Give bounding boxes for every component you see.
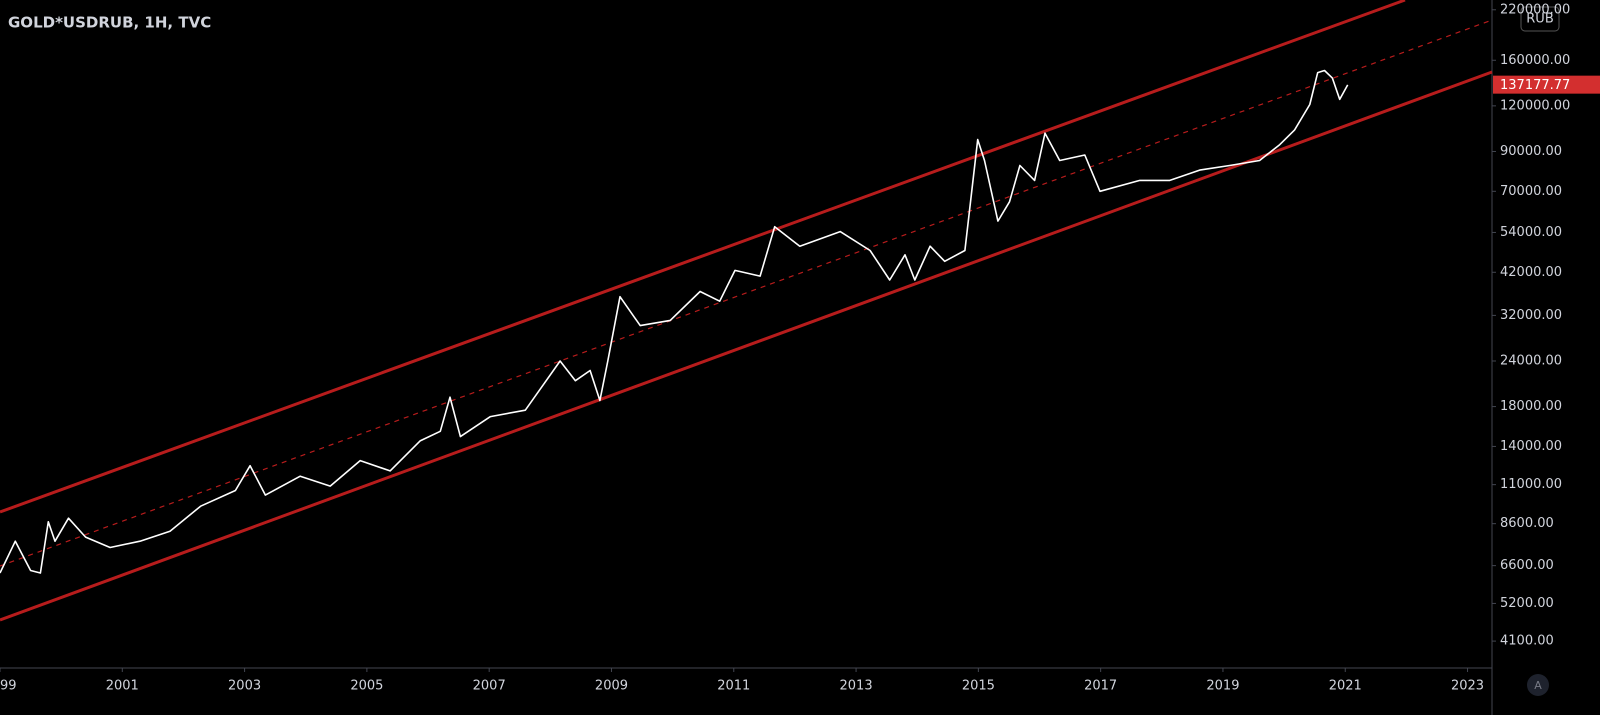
y-tick-label: 24000.00 [1500,353,1562,368]
x-tick-label: 1999 [0,679,17,694]
chart-title: GOLD*USDRUB, 1H, TVC [8,14,211,32]
y-tick-label: 6600.00 [1500,558,1554,573]
y-tick-label: 14000.00 [1500,439,1562,454]
currency-badge[interactable] [1520,6,1560,32]
auto-scale-label: A [1534,679,1542,692]
auto-scale-button[interactable] [1527,674,1549,696]
currency-label: RUB [1526,12,1553,27]
channel-upper [0,0,1406,514]
y-tick-label: 220000.00 [1500,2,1570,17]
x-tick-label: 2023 [1451,679,1484,694]
price-line [0,69,1349,574]
x-tick-label: 2015 [962,679,995,694]
plot-area [0,0,1493,622]
y-tick-label: 5200.00 [1500,596,1554,611]
y-tick-label: 8600.00 [1500,516,1554,531]
y-tick-label: 4100.00 [1500,634,1554,649]
y-tick-label: 18000.00 [1500,399,1562,414]
x-tick-label: 2009 [595,679,628,694]
x-tick-label: 2019 [1206,679,1239,694]
channel-middle [0,19,1493,567]
y-tick-label: 11000.00 [1500,477,1562,492]
x-tick-label: 2003 [228,679,261,694]
y-tick-label: 120000.00 [1500,98,1570,113]
x-tick-label: 2011 [717,679,750,694]
last-price-badge [1493,75,1600,94]
y-tick-label: 54000.00 [1500,225,1562,240]
y-tick-label: 90000.00 [1500,144,1562,159]
x-tick-label: 2007 [473,679,506,694]
x-tick-label: 2001 [106,679,139,694]
last-price-label: 137177.77 [1500,78,1570,93]
y-tick-label: 42000.00 [1500,265,1562,280]
x-tick-label: 2017 [1084,679,1117,694]
y-tick-label: 160000.00 [1500,53,1570,68]
y-tick-label: 32000.00 [1500,308,1562,323]
x-tick-label: 2021 [1329,679,1362,694]
y-tick-label: 70000.00 [1500,184,1562,199]
x-tick-label: 2013 [840,679,873,694]
x-tick-label: 2005 [350,679,383,694]
